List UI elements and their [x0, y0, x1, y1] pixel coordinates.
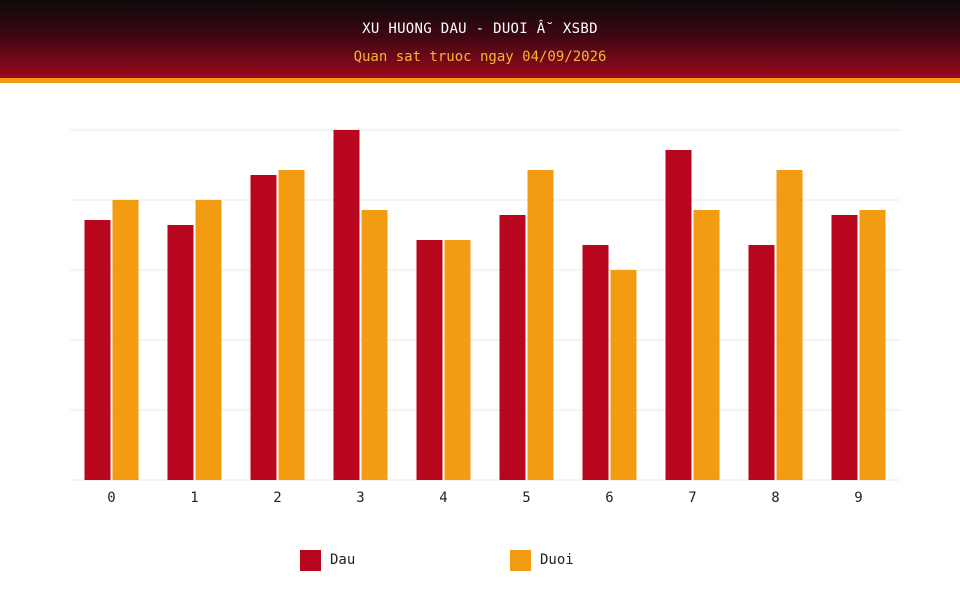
bar-dau-6[interactable] [582, 245, 609, 480]
bar-dau-7[interactable] [665, 150, 692, 480]
bar-duoi-1[interactable] [195, 200, 222, 480]
x-tick-label: 3 [356, 490, 364, 506]
x-tick-label: 1 [190, 490, 198, 506]
bar-duoi-6[interactable] [610, 270, 637, 480]
bar-dau-4[interactable] [416, 240, 443, 480]
bar-dau-9[interactable] [831, 215, 858, 480]
bar-dau-3[interactable] [333, 130, 360, 480]
chart-header: XU HUONG DAU - DUOI Â˘ XSBD Quan sat tru… [0, 0, 960, 83]
bar-dau-8[interactable] [748, 245, 775, 480]
bar-duoi-3[interactable] [361, 210, 388, 480]
chart-subtitle: Quan sat truoc ngay 04/09/2026 [353, 49, 607, 65]
chart-title: XU HUONG DAU - DUOI Â˘ XSBD [362, 21, 598, 37]
bar-duoi-4[interactable] [444, 240, 471, 480]
legend-label-duoi: Duoi [540, 552, 574, 568]
legend-swatch-duoi [510, 550, 531, 571]
bar-dau-2[interactable] [250, 175, 277, 480]
bar-chart: 0 1 2 3 4 5 6 7 8 9 [70, 129, 900, 506]
x-tick-label: 6 [605, 490, 613, 506]
bar-dau-0[interactable] [84, 220, 111, 480]
bar-duoi-0[interactable] [112, 200, 139, 480]
x-tick-label: 8 [771, 490, 779, 506]
bar-duoi-7[interactable] [693, 210, 720, 480]
bar-duoi-2[interactable] [278, 170, 305, 480]
x-tick-label: 0 [107, 490, 115, 506]
x-tick-label: 2 [273, 490, 281, 506]
x-tick-label: 9 [854, 490, 862, 506]
bar-duoi-9[interactable] [859, 210, 886, 480]
x-tick-label: 7 [688, 490, 696, 506]
legend-label-dau: Dau [330, 552, 356, 568]
bar-duoi-8[interactable] [776, 170, 803, 480]
bar-dau-1[interactable] [167, 225, 194, 480]
legend-swatch-dau [300, 550, 321, 571]
x-tick-label: 4 [439, 490, 447, 506]
x-tick-label: 5 [522, 490, 530, 506]
bar-duoi-5[interactable] [527, 170, 554, 480]
bar-dau-5[interactable] [499, 215, 526, 480]
